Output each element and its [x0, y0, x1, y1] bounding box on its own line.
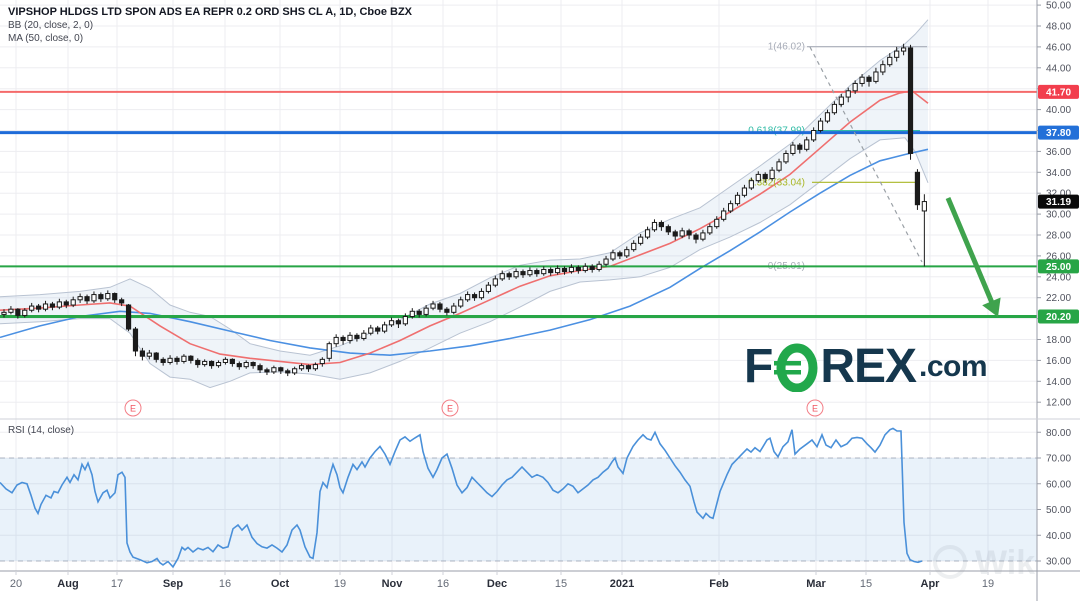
svg-text:37.80: 37.80	[1046, 128, 1071, 139]
svg-text:34.00: 34.00	[1046, 168, 1071, 179]
svg-text:30.00: 30.00	[1046, 210, 1071, 221]
svg-text:15: 15	[555, 578, 567, 590]
svg-text:E: E	[130, 404, 136, 414]
rsi-band	[0, 457, 1037, 562]
svg-text:31.19: 31.19	[1046, 197, 1071, 208]
svg-text:36.00: 36.00	[1046, 147, 1071, 158]
forex-logo-rex: REX	[820, 340, 917, 393]
svg-text:16.00: 16.00	[1046, 356, 1071, 367]
svg-text:50.00: 50.00	[1046, 505, 1071, 516]
svg-text:Aug: Aug	[57, 578, 78, 590]
svg-text:Sep: Sep	[163, 578, 183, 590]
trend-dashed-line	[809, 46, 923, 263]
rsi-line	[0, 427, 923, 569]
svg-text:2021: 2021	[610, 578, 634, 590]
svg-text:40.00: 40.00	[1046, 531, 1071, 542]
svg-text:60.00: 60.00	[1046, 479, 1071, 490]
svg-text:30.00: 30.00	[1046, 557, 1071, 568]
svg-text:22.00: 22.00	[1046, 293, 1071, 304]
svg-text:Apr: Apr	[921, 578, 941, 590]
svg-text:28.00: 28.00	[1046, 231, 1071, 242]
svg-text:80.00: 80.00	[1046, 428, 1071, 439]
price-levels	[0, 90, 1037, 319]
svg-text:19: 19	[982, 578, 994, 590]
svg-text:46.00: 46.00	[1046, 42, 1071, 53]
time-scale[interactable]: 20 Aug 17 Sep 16 Oct 19 Nov 16 Dec 15 2021 Feb Mar 15 A…	[10, 571, 994, 590]
indicator-rsi-label: RSI (14, close)	[8, 425, 75, 436]
svg-text:41.70: 41.70	[1046, 87, 1071, 98]
forex-logo: F REX .com	[744, 340, 988, 393]
svg-text:15: 15	[860, 578, 872, 590]
svg-text:17: 17	[111, 578, 123, 590]
svg-text:12.00: 12.00	[1046, 398, 1071, 409]
projection-arrow-icon	[945, 197, 1001, 317]
candles-layer	[1, 43, 927, 377]
svg-text:40.00: 40.00	[1046, 105, 1071, 116]
svg-text:20.20: 20.20	[1046, 312, 1071, 323]
svg-text:14.00: 14.00	[1046, 377, 1071, 388]
svg-text:Dec: Dec	[487, 578, 507, 590]
svg-text:0.382(33.04): 0.382(33.04)	[748, 177, 805, 188]
svg-text:25.00: 25.00	[1046, 262, 1071, 273]
svg-text:48.00: 48.00	[1046, 22, 1071, 33]
svg-text:Oct: Oct	[271, 578, 290, 590]
svg-text:19: 19	[334, 578, 346, 590]
svg-text:20: 20	[10, 578, 22, 590]
bollinger-band	[0, 19, 929, 389]
svg-text:Feb: Feb	[709, 578, 729, 590]
forex-logo-f: F	[744, 340, 773, 393]
svg-text:26.00: 26.00	[1046, 251, 1071, 262]
forex-logo-coin-icon	[774, 343, 818, 392]
svg-text:E: E	[812, 404, 818, 414]
svg-text:16: 16	[437, 578, 449, 590]
svg-text:70.00: 70.00	[1046, 454, 1071, 465]
forex-logo-com: .com	[919, 350, 988, 383]
svg-text:24.00: 24.00	[1046, 272, 1071, 283]
price-badges: 41.70 37.80 31.19 25.00 20.20	[1038, 84, 1079, 324]
svg-text:50.00: 50.00	[1046, 1, 1071, 12]
svg-text:44.00: 44.00	[1046, 63, 1071, 74]
svg-text:1(46.02): 1(46.02)	[768, 42, 805, 53]
svg-text:E: E	[447, 404, 453, 414]
svg-text:Nov: Nov	[382, 578, 404, 590]
svg-text:18.00: 18.00	[1046, 335, 1071, 346]
svg-text:16: 16	[219, 578, 231, 590]
svg-text:32.00: 32.00	[1046, 189, 1071, 200]
svg-text:Mar: Mar	[806, 578, 826, 590]
